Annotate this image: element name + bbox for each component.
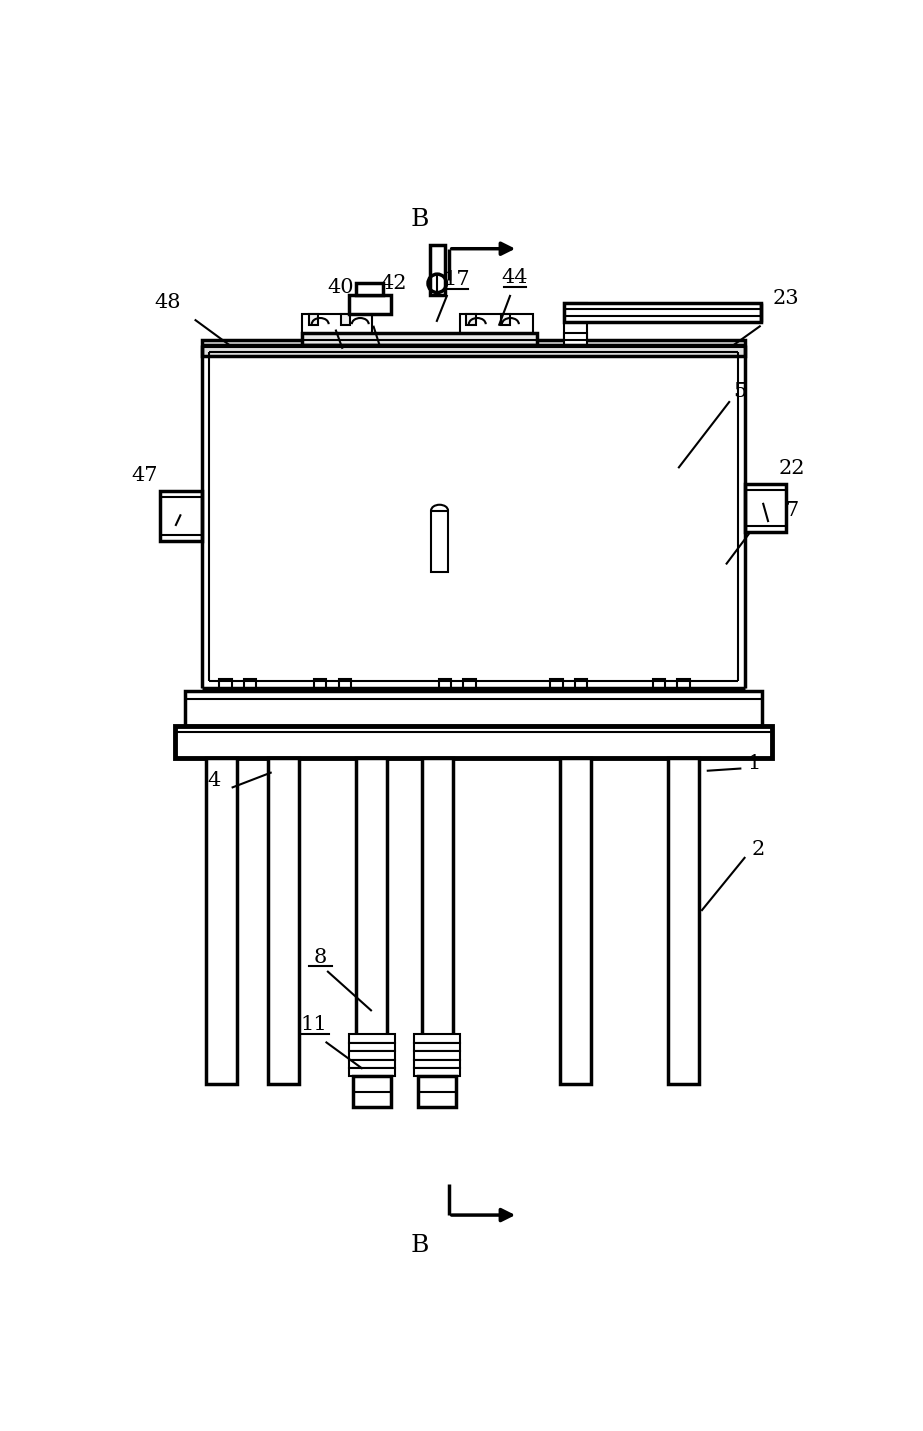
Bar [414,1059,461,1068]
Bar [501,315,510,325]
Bar [414,1050,461,1059]
Bar [186,691,762,726]
Text: 17: 17 [443,270,470,289]
Bar [564,302,761,322]
Bar [653,680,665,690]
Bar [463,680,475,690]
Text: 22: 22 [779,459,806,478]
Bar [303,333,537,345]
Text: 23: 23 [773,289,799,308]
Bar [414,1035,461,1043]
Bar [575,680,587,690]
Bar [564,302,587,341]
Bar [220,680,232,690]
Bar [418,1076,457,1108]
Bar [202,341,745,356]
Text: 40: 40 [328,278,354,296]
Bar [745,484,786,532]
Bar [429,245,445,295]
Bar [206,758,237,1085]
Text: 8: 8 [314,947,327,966]
Bar [677,680,689,690]
Bar [339,680,351,690]
Bar [564,333,587,345]
Text: 7: 7 [785,501,798,519]
Bar [175,726,773,758]
Bar [560,758,592,1085]
Bar [303,315,372,336]
Text: 11: 11 [301,1016,328,1035]
Text: 48: 48 [154,293,181,312]
Text: 44: 44 [501,269,527,288]
Bar [438,680,451,690]
Text: 1: 1 [747,754,761,773]
Text: B: B [411,207,428,230]
Bar [244,680,257,690]
Bar [349,1035,395,1043]
Bar [349,295,391,315]
Bar [414,1068,461,1076]
Bar [349,1050,395,1059]
Bar [353,1076,391,1108]
Text: 47: 47 [131,467,158,485]
Bar [349,1068,395,1076]
Bar [160,491,202,541]
Bar [356,283,383,295]
Bar [349,1059,395,1068]
Bar [466,315,475,325]
Text: 42: 42 [380,273,407,293]
Text: B: B [411,1235,428,1258]
Bar [461,315,533,336]
Bar [341,315,350,325]
Bar [550,680,563,690]
Bar [414,1043,461,1050]
Bar [268,758,299,1085]
Bar [314,680,327,690]
Bar [308,315,318,325]
Bar [356,758,387,1085]
Text: 5: 5 [733,382,747,401]
Bar [668,758,699,1085]
Bar [349,1043,395,1050]
Bar [431,511,448,572]
Text: 4: 4 [208,770,221,790]
Bar [422,758,452,1085]
Text: 2: 2 [751,840,765,859]
